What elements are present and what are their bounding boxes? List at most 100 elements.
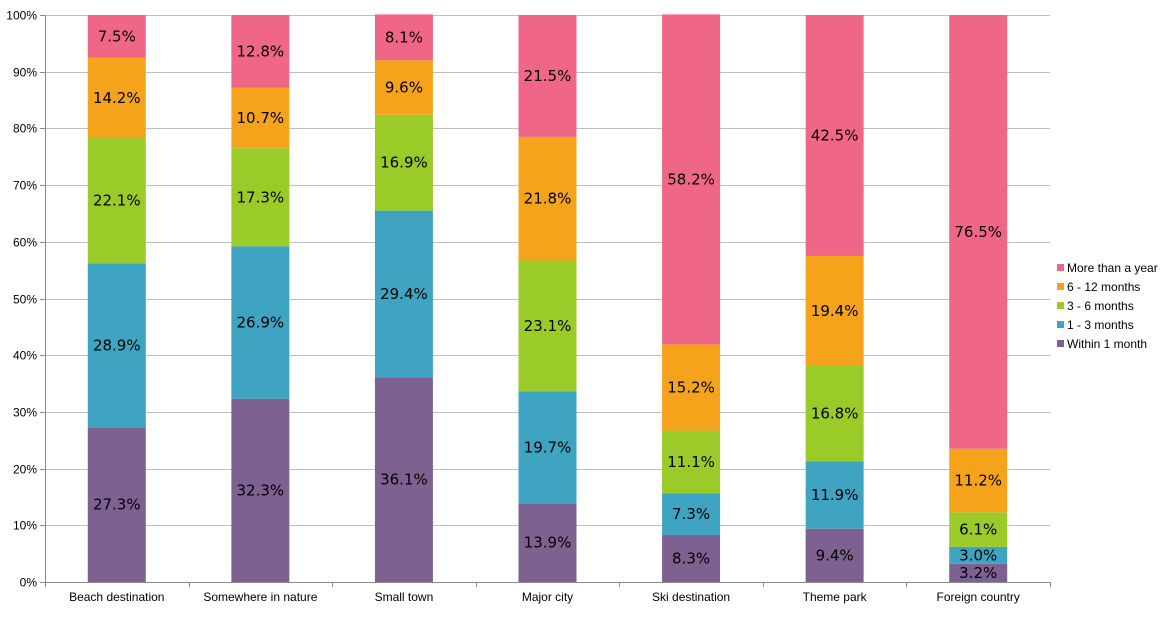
bar-segment	[662, 493, 721, 535]
bar-segment	[662, 430, 721, 494]
data-label: 8.3%	[672, 549, 710, 567]
data-label: 8.1%	[385, 28, 423, 46]
y-tick-label: 40%	[13, 349, 37, 363]
bar-segment	[518, 391, 577, 504]
data-label: 11.2%	[954, 472, 1002, 490]
legend-item: 6 - 12 months	[1057, 280, 1140, 294]
x-tick-label: Beach destination	[69, 590, 164, 604]
bar-segment	[87, 15, 146, 58]
data-label: 76.5%	[954, 223, 1002, 241]
data-label: 19.4%	[811, 302, 859, 320]
axes: 0% 10% 20% 30% 40% 50% 60% 70% 80% 90% 100% Beach d…	[6, 9, 1051, 604]
legend-label: 3 - 6 months	[1067, 299, 1134, 313]
data-label: 3.0%	[959, 546, 997, 564]
bar-segment	[231, 87, 290, 149]
data-label: 29.4%	[380, 285, 428, 303]
data-label: 16.8%	[811, 405, 859, 423]
data-label: 42.5%	[811, 126, 859, 144]
data-label: 12.8%	[237, 42, 285, 60]
bar-segment	[231, 246, 290, 399]
legend-swatch	[1057, 321, 1064, 328]
bar-segment	[805, 15, 864, 256]
legend-item: 1 - 3 months	[1057, 318, 1134, 332]
bar-segment	[662, 344, 721, 431]
y-tick-label: 100%	[6, 9, 37, 23]
bar-segment	[231, 398, 290, 582]
y-tick-label: 60%	[13, 236, 37, 250]
bar-segment	[518, 136, 577, 261]
legend-swatch	[1057, 283, 1064, 290]
data-label: 26.9%	[237, 314, 285, 332]
data-label: 32.3%	[237, 481, 285, 499]
data-label: 21.8%	[524, 190, 572, 208]
y-tick-label: 90%	[13, 66, 37, 80]
data-label: 27.3%	[93, 496, 141, 514]
bar-segment	[231, 15, 290, 88]
data-label: 13.9%	[524, 534, 572, 552]
bar-segment	[949, 448, 1008, 513]
bar-segment	[662, 14, 721, 345]
x-tick-label: Foreign country	[937, 590, 1020, 604]
data-label: 11.1%	[667, 453, 715, 471]
data-label: 15.2%	[667, 379, 715, 397]
data-label: 16.9%	[380, 154, 428, 172]
legend-swatch	[1057, 264, 1064, 271]
bar-segment	[374, 210, 433, 378]
x-tick-label: Ski destination	[652, 590, 730, 604]
y-tick-label: 50%	[13, 293, 37, 307]
legend-item: Within 1 month	[1057, 337, 1147, 351]
x-tick-label: Theme park	[803, 590, 868, 604]
y-tick-label: 0%	[20, 576, 38, 590]
bar-segment	[805, 255, 864, 366]
bars	[87, 14, 1008, 582]
data-label: 7.3%	[672, 505, 710, 523]
legend-label: 6 - 12 months	[1067, 280, 1140, 294]
bar-segment	[374, 60, 433, 115]
bar-segment	[518, 15, 577, 137]
bar-segment	[231, 148, 290, 247]
bar-segment	[518, 260, 577, 392]
data-label: 10.7%	[237, 109, 285, 127]
bar-segment	[87, 57, 146, 139]
data-label: 58.2%	[667, 170, 715, 188]
bar-segment	[374, 377, 433, 582]
bar-segment	[87, 263, 146, 428]
data-label: 21.5%	[524, 67, 572, 85]
legend-label: Within 1 month	[1067, 337, 1147, 351]
data-label: 9.4%	[816, 546, 854, 564]
x-tick-label: Major city	[522, 590, 573, 604]
y-tick-label: 80%	[13, 122, 37, 136]
x-tick-label: Small town	[375, 590, 434, 604]
legend-item: More than a year	[1057, 261, 1158, 275]
data-label: 6.1%	[959, 521, 997, 539]
legend-swatch	[1057, 340, 1064, 347]
data-labels: 27.3% 28.9% 22.1% 14.2% 7.5% 32.3% 26.9% 17.3% 1…	[93, 27, 1002, 582]
data-label: 14.2%	[93, 89, 141, 107]
bar-segment	[374, 114, 433, 211]
legend-label: More than a year	[1067, 261, 1158, 275]
data-label: 11.9%	[811, 486, 859, 504]
bar-segment	[87, 138, 146, 264]
data-label: 19.7%	[524, 438, 572, 456]
data-label: 23.1%	[524, 317, 572, 335]
legend-label: 1 - 3 months	[1067, 318, 1134, 332]
y-tick-label: 10%	[13, 519, 37, 533]
legend: More than a year 6 - 12 months 3 - 6 month…	[1057, 261, 1158, 351]
y-tick-label: 30%	[13, 406, 37, 420]
data-label: 9.6%	[385, 79, 423, 97]
bar-segment	[805, 528, 864, 582]
y-tick-label: 70%	[13, 179, 37, 193]
bar-segment	[949, 15, 1008, 449]
legend-item: 3 - 6 months	[1057, 299, 1134, 313]
bar-segment	[518, 503, 577, 582]
bar-segment	[662, 534, 721, 582]
y-tick-label: 20%	[13, 463, 37, 477]
data-label: 22.1%	[93, 192, 141, 210]
bar-segment	[949, 512, 1008, 547]
data-label: 3.2%	[959, 564, 997, 582]
x-tick-label: Somewhere in nature	[203, 590, 317, 604]
bar-segment	[949, 546, 1008, 564]
bar-segment	[374, 14, 433, 61]
